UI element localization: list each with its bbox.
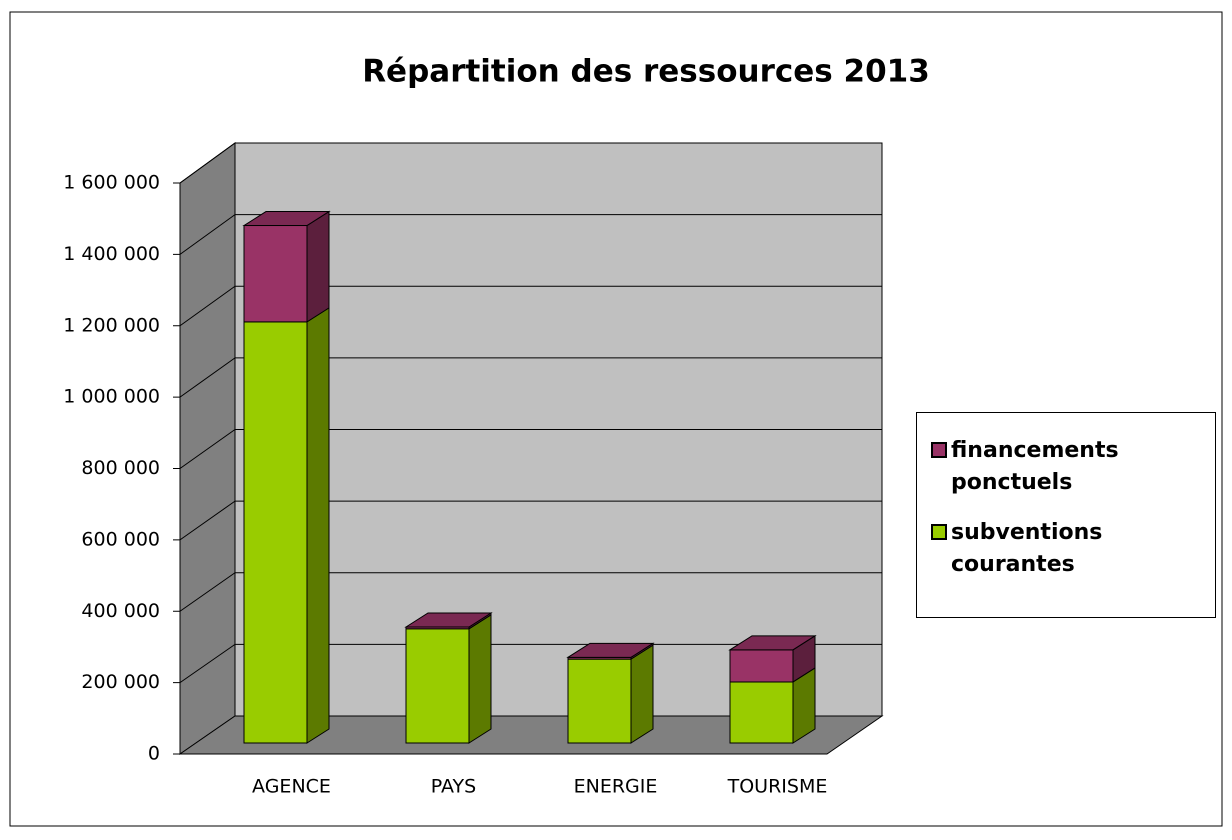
legend-label: subventions courantes [951, 520, 1103, 577]
bar-side [468, 613, 492, 744]
x-tick-label: ENERGIE [574, 776, 658, 798]
grid-line [179, 142, 236, 184]
bar-side [306, 210, 330, 323]
grid-line [179, 357, 236, 398]
grid-line [179, 572, 236, 612]
floor [178, 715, 884, 755]
y-tick-label: 600 000 [81, 528, 160, 550]
y-tick-label: 0 [148, 743, 160, 765]
x-tick-label: TOURISME [727, 776, 828, 798]
y-tick-label: 1 200 000 [63, 314, 160, 336]
bar-top [728, 635, 817, 651]
bar [243, 321, 308, 744]
bar-side [306, 306, 330, 744]
y-tick-label: 400 000 [81, 600, 160, 622]
y-tick-label: 1 600 000 [63, 172, 160, 194]
legend-entry: subventions courantes [931, 517, 1201, 581]
y-tick-label: 1 400 000 [63, 243, 160, 265]
y-tick-label: 800 000 [81, 457, 160, 479]
grid-line [179, 429, 236, 469]
chart-title: Répartition des ressources 2013 [362, 54, 930, 90]
bar [729, 681, 794, 744]
legend: financements ponctuels subventions couran… [916, 412, 1216, 618]
x-tick-label: PAYS [431, 776, 476, 798]
bar [729, 649, 794, 683]
bar-side [630, 644, 654, 744]
bar-top [242, 211, 331, 227]
bar [567, 658, 632, 744]
grid-line [179, 500, 236, 541]
bar-top [404, 612, 493, 628]
legend-swatch [931, 524, 947, 540]
grid-line [179, 643, 236, 684]
grid-line [179, 214, 236, 255]
y-tick-label: 1 000 000 [63, 386, 160, 408]
x-tick-label: AGENCE [252, 776, 331, 798]
legend-label: financements ponctuels [951, 438, 1119, 495]
y-tick-label: 200 000 [81, 671, 160, 693]
legend-swatch [931, 442, 947, 458]
legend-entry: financements ponctuels [931, 435, 1201, 499]
grid-line [179, 285, 236, 327]
bar [243, 225, 308, 323]
bar-top [566, 642, 655, 658]
bar [405, 628, 470, 744]
